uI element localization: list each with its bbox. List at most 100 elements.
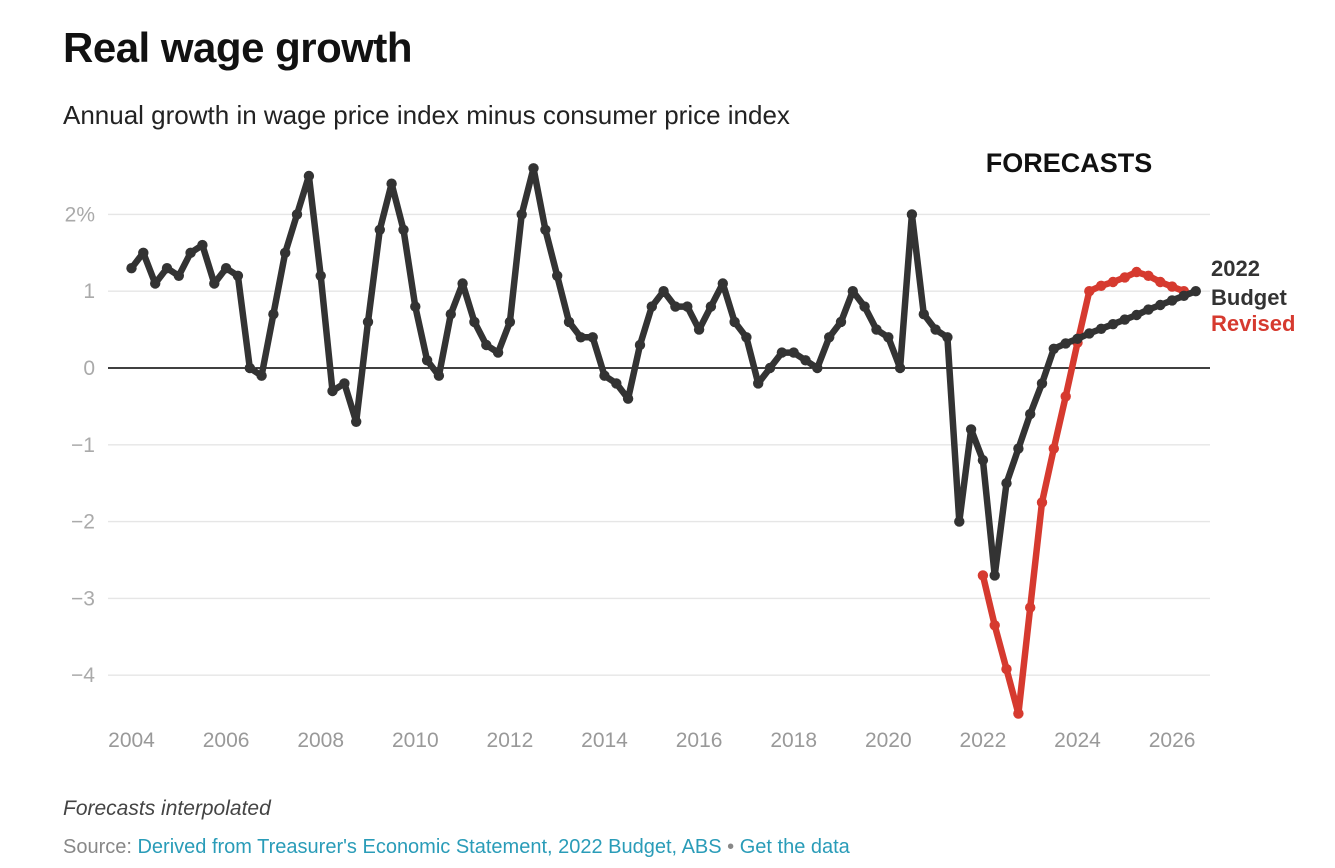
data-point-2022-budget xyxy=(1107,319,1119,330)
y-tick-label: −4 xyxy=(71,664,95,687)
data-point-2022-budget xyxy=(303,170,315,182)
y-tick-label: −1 xyxy=(71,434,95,457)
data-point-2022-budget xyxy=(528,163,539,174)
data-point-2022-budget xyxy=(954,516,965,527)
data-point-2022-budget xyxy=(776,347,788,358)
x-tick-label: 2010 xyxy=(392,729,439,752)
data-point-2022-budget xyxy=(894,362,906,374)
data-point-2022-budget xyxy=(682,301,693,312)
x-tick-label: 2024 xyxy=(1054,729,1101,752)
data-point-2022-budget xyxy=(906,209,918,220)
series-revised xyxy=(977,266,1190,719)
data-point-2022-budget xyxy=(1036,378,1048,389)
y-axis: 2% 1 0 −1 −2 −3 −4 xyxy=(65,203,96,687)
data-point-2022-budget xyxy=(232,270,244,281)
data-point-revised xyxy=(1025,602,1036,613)
data-point-2022-budget xyxy=(575,332,586,343)
data-point-revised xyxy=(977,570,989,581)
data-point-2022-budget xyxy=(374,224,385,235)
data-point-2022-budget xyxy=(717,278,728,289)
x-tick-label: 2008 xyxy=(297,729,344,752)
data-point-revised xyxy=(1166,281,1178,292)
chart-title: Real wage growth xyxy=(63,24,413,71)
data-point-2022-budget xyxy=(469,316,480,328)
data-point-2022-budget xyxy=(540,224,551,235)
data-point-2022-budget xyxy=(989,570,1000,581)
data-point-2022-budget xyxy=(1096,323,1107,334)
data-point-2022-budget xyxy=(492,347,504,358)
data-point-2022-budget xyxy=(315,270,326,281)
data-point-revised xyxy=(1001,663,1012,675)
source-link[interactable]: Derived from Treasurer's Economic Statem… xyxy=(137,836,722,858)
data-point-2022-budget xyxy=(835,316,847,328)
data-point-2022-budget xyxy=(1166,295,1178,306)
get-data-link[interactable]: Get the data xyxy=(739,836,850,858)
data-point-2022-budget xyxy=(433,370,445,381)
data-point-2022-budget xyxy=(197,239,208,251)
data-point-2022-budget xyxy=(1155,299,1166,311)
data-point-revised xyxy=(1119,272,1131,283)
data-point-2022-budget xyxy=(161,263,173,274)
data-point-2022-budget xyxy=(1013,443,1024,454)
data-point-2022-budget xyxy=(883,332,894,343)
data-point-2022-budget xyxy=(977,455,989,466)
data-point-2022-budget xyxy=(622,393,634,404)
data-point-2022-budget xyxy=(753,378,764,389)
data-point-2022-budget xyxy=(1131,309,1142,321)
x-axis: 2004 2006 2008 2010 2012 2014 2016 2018 2020 2022… xyxy=(108,729,1195,752)
x-tick-label: 2022 xyxy=(960,729,1007,752)
data-point-2022-budget xyxy=(788,347,799,358)
data-point-2022-budget xyxy=(1178,290,1190,301)
data-point-2022-budget xyxy=(386,178,397,189)
x-tick-label: 2018 xyxy=(770,729,817,752)
y-tick-label: −2 xyxy=(71,511,95,534)
data-point-2022-budget xyxy=(327,385,338,397)
data-point-2022-budget xyxy=(351,416,362,427)
data-point-2022-budget xyxy=(599,370,610,381)
data-point-revised xyxy=(1155,276,1166,288)
data-point-2022-budget xyxy=(871,324,882,335)
series-label-revised: Revised xyxy=(1211,311,1295,336)
data-point-revised xyxy=(1143,270,1154,281)
data-point-revised xyxy=(1036,497,1048,508)
data-point-revised xyxy=(1060,391,1071,402)
data-point-revised xyxy=(1048,443,1060,454)
x-tick-label: 2020 xyxy=(865,729,912,752)
data-point-2022-budget xyxy=(421,355,433,366)
data-point-2022-budget xyxy=(209,278,220,289)
source-prefix: Source: xyxy=(63,836,138,858)
data-point-2022-budget xyxy=(1025,408,1036,420)
data-point-2022-budget xyxy=(611,378,622,389)
data-point-revised xyxy=(1084,286,1095,297)
data-point-2022-budget xyxy=(764,362,776,374)
data-point-2022-budget xyxy=(563,316,575,328)
data-point-2022-budget xyxy=(800,355,811,366)
data-point-2022-budget xyxy=(705,301,717,312)
y-tick-label: 2% xyxy=(65,203,95,226)
data-point-2022-budget xyxy=(693,324,705,335)
data-point-2022-budget xyxy=(859,301,870,312)
data-point-2022-budget xyxy=(126,263,137,274)
data-point-2022-budget xyxy=(1119,314,1131,325)
data-point-2022-budget xyxy=(1048,343,1060,354)
data-point-2022-budget xyxy=(457,278,468,289)
data-point-2022-budget xyxy=(812,362,823,374)
series-label-budget-year: 2022 xyxy=(1211,256,1260,281)
data-point-2022-budget xyxy=(291,209,303,220)
data-point-2022-budget xyxy=(824,332,835,343)
footnote: Forecasts interpolated xyxy=(63,797,271,820)
data-point-2022-budget xyxy=(362,316,374,328)
data-point-2022-budget xyxy=(280,247,291,258)
data-point-2022-budget xyxy=(481,339,492,351)
data-point-2022-budget xyxy=(670,301,681,312)
data-point-2022-budget xyxy=(930,324,941,335)
x-tick-label: 2016 xyxy=(676,729,723,752)
data-point-2022-budget xyxy=(1190,286,1202,297)
data-point-2022-budget xyxy=(658,286,669,297)
data-point-2022-budget xyxy=(1001,478,1012,489)
source-line: Source: Derived from Treasurer's Economi… xyxy=(63,836,850,859)
x-tick-label: 2014 xyxy=(581,729,628,752)
data-point-2022-budget xyxy=(339,378,350,389)
series-lines xyxy=(126,163,1202,719)
series-label-budget: Budget xyxy=(1211,285,1287,310)
